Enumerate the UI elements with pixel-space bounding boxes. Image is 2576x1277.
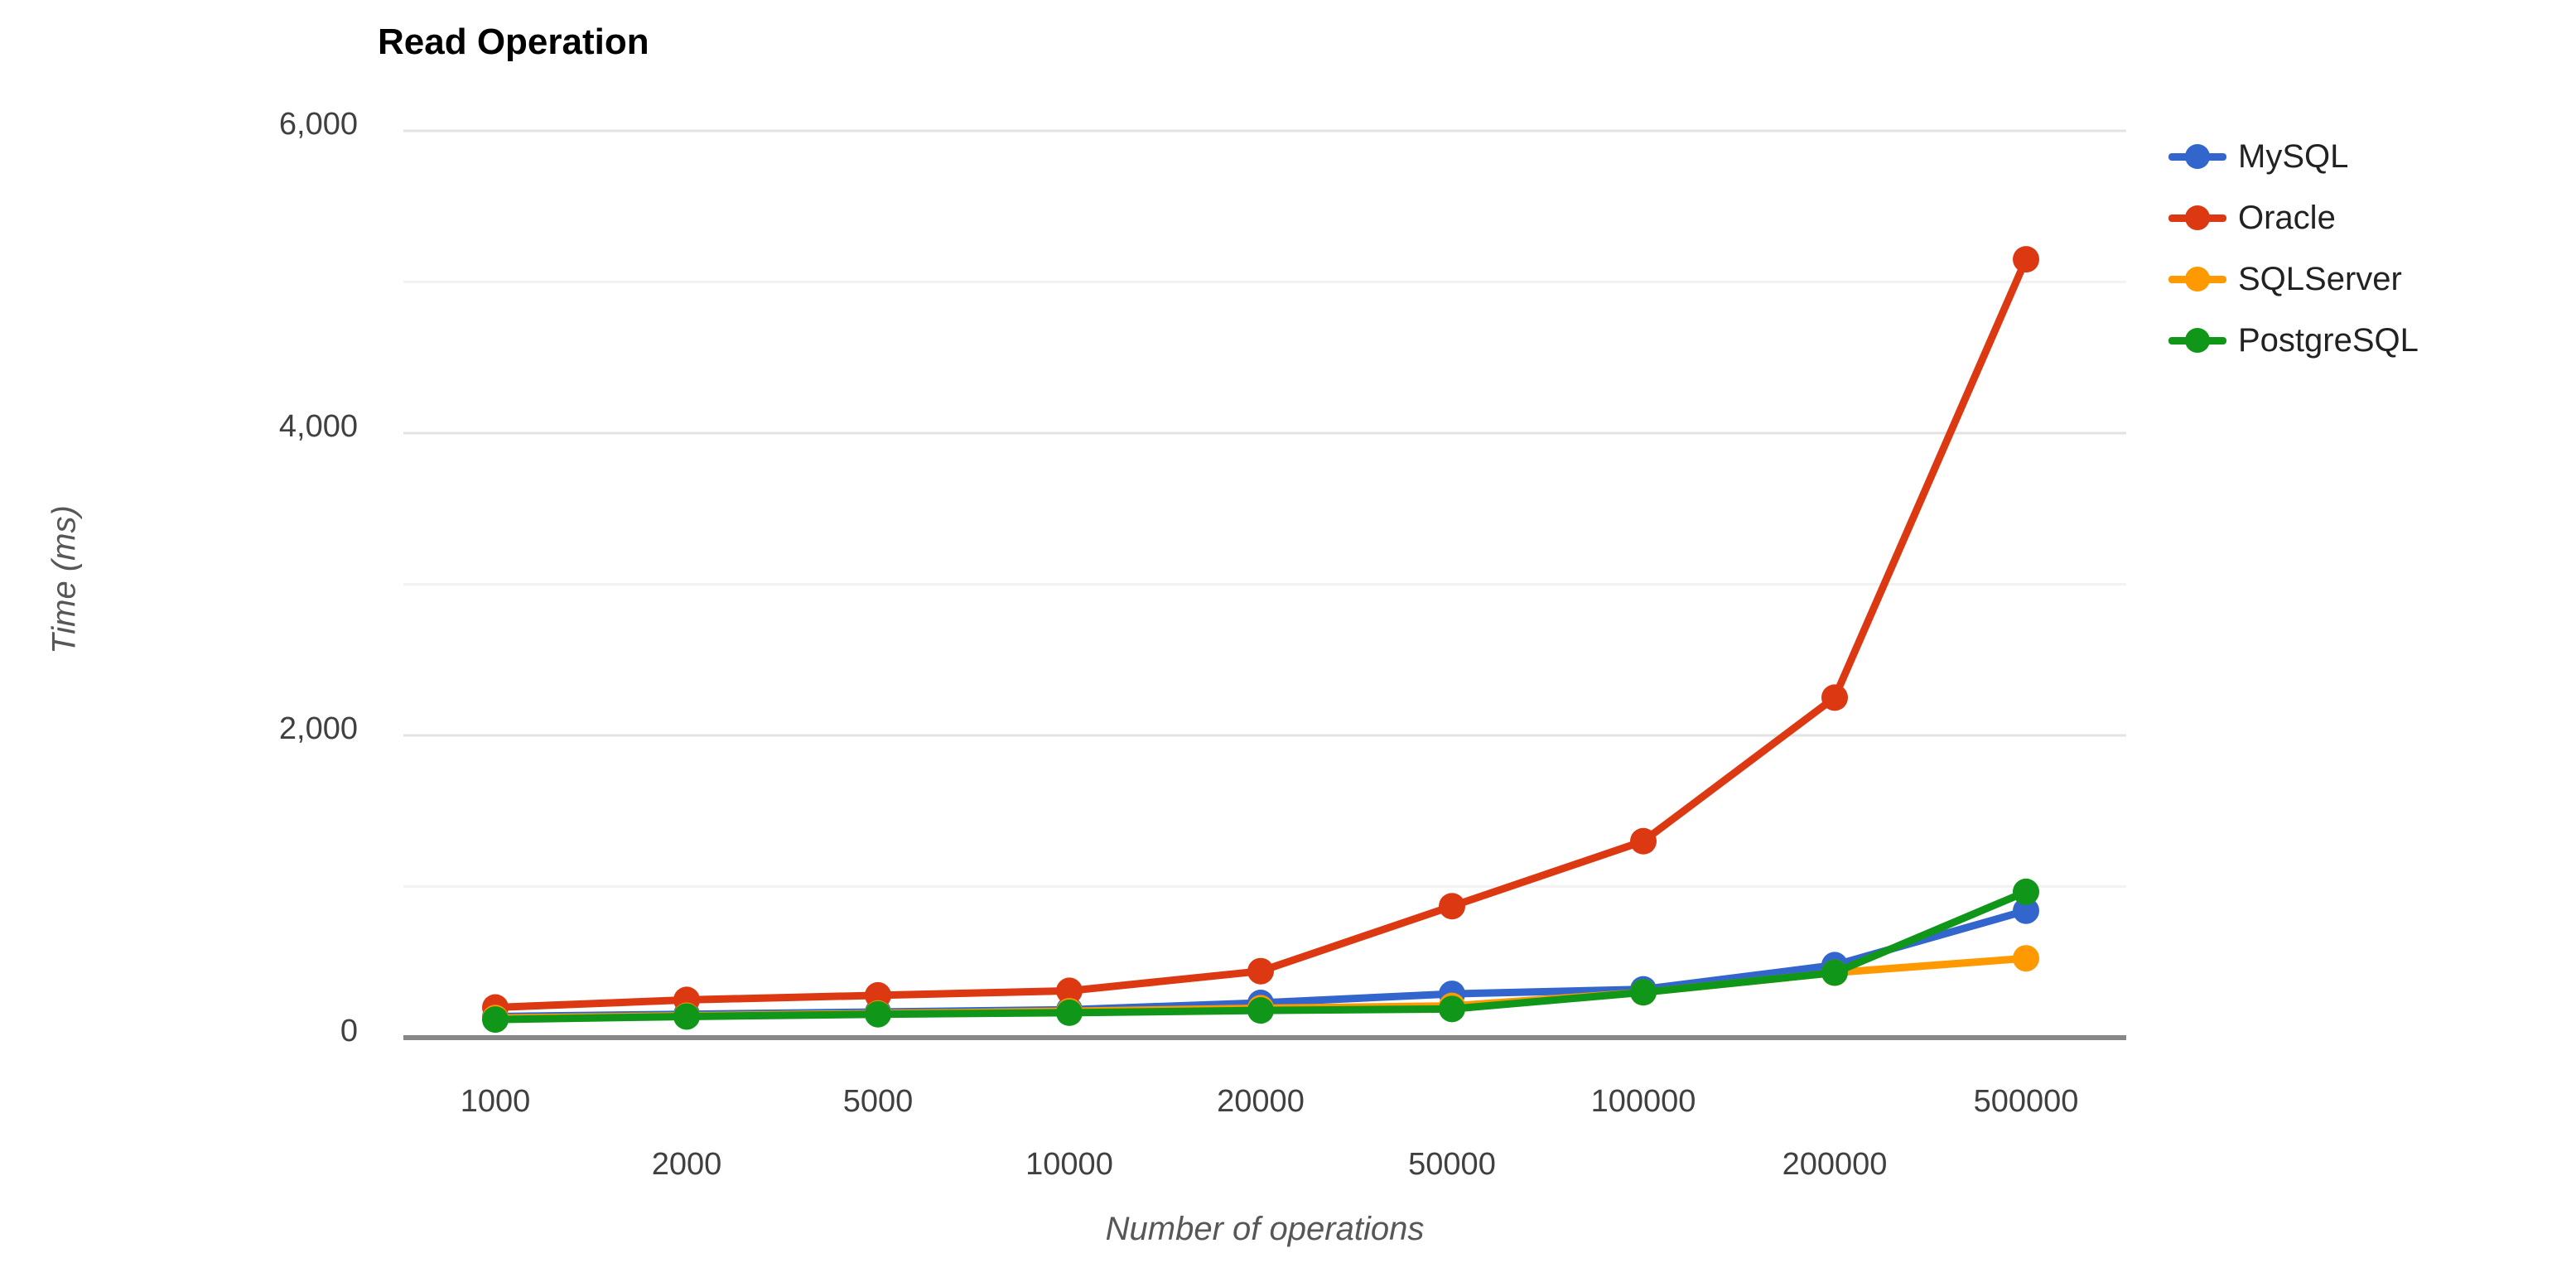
x-tick-label: 10000 [1025, 1147, 1113, 1182]
legend-item-mysql: MySQL [2168, 137, 2419, 175]
data-point-oracle [1630, 827, 1657, 855]
legend-item-sqlserver: SQLServer [2168, 260, 2419, 297]
y-tick-label: 4,000 [279, 409, 358, 444]
x-axis-title: Number of operations [1105, 1211, 1425, 1247]
legend-marker-icon [2168, 262, 2226, 296]
data-point-postgresql [1630, 979, 1657, 1006]
data-point-oracle [2013, 246, 2039, 273]
legend-item-oracle: Oracle [2168, 199, 2419, 236]
data-point-postgresql [865, 1000, 891, 1028]
x-tick-label: 1000 [461, 1084, 531, 1119]
x-tick-label: 50000 [1408, 1147, 1496, 1182]
chart-title: Read Operation [378, 22, 649, 62]
data-point-oracle [1247, 957, 1274, 985]
legend-item-postgresql: PostgreSQL [2168, 321, 2419, 359]
y-tick-label: 0 [340, 1014, 358, 1048]
data-point-oracle [865, 981, 891, 1009]
legend-marker-icon [2168, 323, 2226, 358]
legend-label: SQLServer [2238, 260, 2402, 297]
data-point-postgresql [673, 1003, 700, 1030]
data-point-mysql [2013, 897, 2039, 924]
legend-label: Oracle [2238, 199, 2336, 236]
data-point-oracle [1439, 893, 1465, 920]
y-tick-label: 2,000 [279, 711, 358, 746]
data-point-postgresql [482, 1006, 509, 1034]
data-point-postgresql [1439, 995, 1465, 1023]
chart-legend: MySQL Oracle SQLServer PostgreSQL [2168, 137, 2419, 359]
legend-marker-icon [2168, 200, 2226, 235]
legend-label: MySQL [2238, 137, 2349, 175]
data-point-postgresql [1247, 997, 1274, 1024]
x-tick-label: 2000 [652, 1147, 722, 1182]
x-tick-label: 100000 [1591, 1084, 1696, 1119]
data-point-postgresql [2013, 878, 2039, 905]
data-point-sqlserver [2013, 945, 2039, 972]
x-tick-label: 200000 [1782, 1147, 1888, 1182]
x-tick-label: 5000 [843, 1084, 914, 1119]
y-axis-title: Time (ms) [46, 505, 83, 654]
data-point-postgresql [1821, 959, 1848, 986]
y-tick-label: 6,000 [279, 107, 358, 142]
x-tick-label: 500000 [1974, 1084, 2079, 1119]
series-line-oracle [491, 255, 2030, 1011]
x-tick-label: 20000 [1217, 1084, 1305, 1119]
legend-label: PostgreSQL [2238, 321, 2419, 359]
data-point-oracle [1056, 977, 1083, 1005]
legend-marker-icon [2168, 139, 2226, 174]
data-point-oracle [1821, 684, 1848, 711]
data-point-postgresql [1056, 999, 1083, 1026]
